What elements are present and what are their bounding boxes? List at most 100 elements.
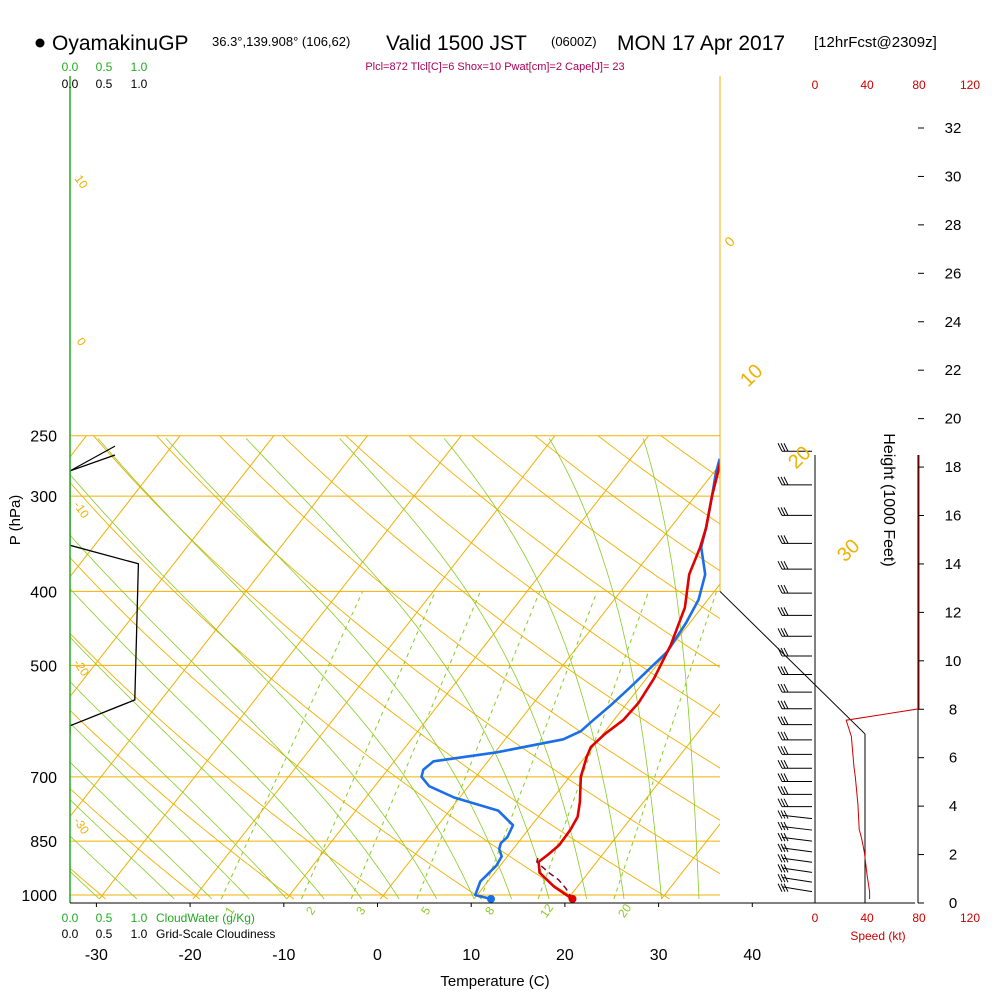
barb-feather [777,854,783,863]
dry-adiabat-line [70,481,577,900]
wind-barb-icon [777,731,812,741]
cloud-water-label: CloudWater (g/Kg) [156,911,255,925]
barb-feather [777,843,783,853]
speed-tick-label-bottom: 0 [812,911,819,925]
wind-barb-icon [777,759,812,769]
barb-feather [783,666,789,675]
barb-feather [777,716,783,725]
barb-feather [783,810,789,819]
height-tick-label: 30 [945,168,962,185]
cloudiness-top-line [70,445,116,472]
dry-adiabat-line [70,788,200,900]
barb-feather [780,628,786,637]
barb-feather [777,443,783,452]
header-forecast: [12hrFcst@2309z] [814,34,937,51]
dry-adiabat-line [976,436,1000,899]
dry-adiabat-line [471,435,720,620]
barb-feather [783,786,789,795]
barb-feather [780,854,786,863]
isotherm-line [286,435,650,900]
isotherm-line [192,435,556,900]
moist-adiabat-line [548,438,662,900]
wind-barb-icon [777,746,812,755]
barb-feather [783,560,789,570]
height-axis-title: Height (1000 Feet) [880,433,897,566]
height-tick-label: 26 [945,265,962,282]
barb-feather [783,476,789,486]
barb-feather [780,821,786,831]
header-utc: (0600Z) [551,34,597,49]
barb-feather [783,683,789,693]
barb-shaft [781,886,813,893]
barb-feather [780,647,786,657]
height-tick-label: 24 [945,314,962,331]
speed-tick-label-top: 120 [960,78,980,92]
indices-text: Plcl=872 Tlcl[C]=6 Shox=10 Pwat[cm]=2 Ca… [365,61,624,73]
header-station: OyamakinuGP [52,32,189,55]
wind-barb-icon [777,864,813,873]
pressure-tick-label: 700 [30,770,57,787]
barb-shaft [781,836,813,842]
wind-barb-icon [777,773,812,783]
barb-feather [783,647,789,657]
cloud-water-tick-bottom: 1.0 [131,911,148,925]
header-coords: 36.3°,139.908° (106,62) [212,34,350,49]
barb-feather [777,864,783,873]
dry-adiabat-line [70,556,483,900]
barb-feather [783,883,789,892]
barb-feather [780,731,786,741]
dry-adiabat-line [156,435,720,875]
moist-adiabat-line [70,588,363,900]
height-tick-label: 12 [945,604,962,621]
barb-feather [780,560,786,570]
barb-feather [780,476,786,486]
barb-shaft [781,847,813,853]
barb-feather [780,746,786,755]
dry-adiabat-label: 10 [72,172,91,191]
barb-feather [780,864,786,873]
height-tick-label: 22 [945,362,962,379]
moist-adiabat-line [70,761,213,900]
cloudiness-tick-top: 1.0 [131,77,148,91]
wind-barb-icon [777,883,813,893]
barb-feather [780,759,786,769]
wind-barb-icon [777,584,812,594]
speed-tick-label-top: 0 [812,78,819,92]
barb-feather [777,535,783,544]
dry-adiabat-line [93,435,671,900]
barb-feather [777,607,783,616]
x-tick-label: 0 [373,947,382,964]
barb-feather [783,843,789,853]
wind-barb-icon [777,628,812,637]
barb-feather [783,821,789,831]
barb-feather [777,628,783,637]
isotherm-line [70,435,275,698]
cloud-water-tick-bottom: 0.5 [96,911,113,925]
height-tick-label: 28 [945,217,962,234]
barb-feather [777,883,783,892]
isotherm-line [70,435,181,578]
barb-feather [783,535,789,544]
moist-adiabat-label: 20 [784,442,815,473]
barb-feather [777,786,783,795]
barb-feather [780,843,786,853]
cloudiness-label: Grid-Scale Cloudiness [156,927,275,941]
isotherm-line [755,436,1000,899]
wind-barb-icon [777,507,812,516]
moist-adiabat-line [70,835,138,900]
mixing-ratio-label: 3 [353,904,368,918]
moist-adiabat-line [245,438,550,900]
wind-barb-icon [777,798,812,808]
wind-barb-icon [777,854,813,863]
mixing-ratio-label: 5 [418,904,433,918]
temperature-line [537,460,720,901]
barb-feather [780,584,786,594]
dry-adiabat-line [282,435,720,769]
wind-barb-icon [777,700,812,710]
pressure-tick-label: 300 [30,489,57,506]
barb-feather [783,864,789,873]
wind-barb-icon [777,666,812,676]
moist-adiabat-line [97,438,475,900]
mixing-ratio-line [480,591,598,900]
speed-tick-label-top: 80 [912,78,926,92]
